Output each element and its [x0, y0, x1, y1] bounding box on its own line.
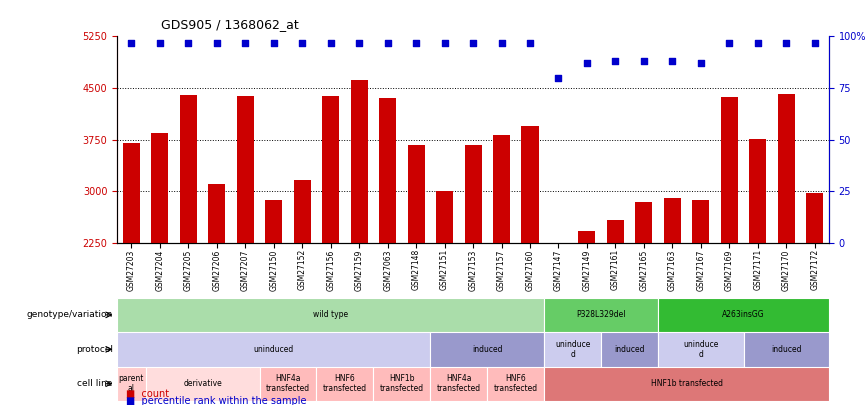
Point [694, 60, 707, 66]
Text: derivative: derivative [183, 379, 222, 388]
Point [751, 39, 765, 46]
Point [637, 58, 651, 64]
Point [551, 75, 565, 81]
Bar [607, 220, 624, 243]
Text: uninduce
d: uninduce d [683, 340, 719, 359]
Point [210, 39, 224, 46]
Bar [544, 332, 602, 367]
Bar [544, 298, 658, 332]
Text: P328L329del: P328L329del [576, 310, 626, 320]
Bar [208, 185, 226, 243]
Bar [778, 94, 795, 243]
Bar [550, 243, 567, 245]
Text: uninduced: uninduced [253, 345, 294, 354]
Bar [522, 126, 538, 243]
Text: genotype/variation: genotype/variation [27, 310, 113, 320]
Point [153, 39, 167, 46]
Bar [322, 96, 339, 243]
Text: HNF1b transfected: HNF1b transfected [651, 379, 722, 388]
Text: protocol: protocol [76, 345, 113, 354]
Bar [146, 367, 260, 401]
Bar [117, 332, 431, 367]
Point [181, 39, 195, 46]
Point [239, 39, 253, 46]
Point [495, 39, 509, 46]
Bar [693, 200, 709, 243]
Point [722, 39, 736, 46]
Bar [602, 332, 658, 367]
Bar [260, 367, 317, 401]
Bar [351, 80, 368, 243]
Bar [117, 298, 544, 332]
Text: ■  count: ■ count [126, 389, 169, 399]
Text: HNF6
transfected: HNF6 transfected [494, 374, 538, 393]
Bar [658, 298, 829, 332]
Text: induced: induced [615, 345, 645, 354]
Point [124, 39, 138, 46]
Bar [464, 145, 482, 243]
Point [266, 39, 280, 46]
Text: A263insGG: A263insGG [722, 310, 765, 320]
Text: wild type: wild type [313, 310, 348, 320]
Text: HNF4a
transfected: HNF4a transfected [437, 374, 481, 393]
Point [523, 39, 537, 46]
Point [608, 58, 622, 64]
Bar [237, 96, 253, 243]
Point [808, 39, 822, 46]
Bar [117, 367, 146, 401]
Text: HNF4a
transfected: HNF4a transfected [266, 374, 310, 393]
Text: uninduce
d: uninduce d [555, 340, 590, 359]
Bar [293, 180, 311, 243]
Bar [658, 332, 744, 367]
Text: parent
al: parent al [119, 374, 144, 393]
Point [580, 60, 594, 66]
Point [381, 39, 395, 46]
Point [295, 39, 309, 46]
Bar [151, 133, 168, 243]
Bar [544, 367, 829, 401]
Text: induced: induced [472, 345, 503, 354]
Point [352, 39, 366, 46]
Bar [373, 367, 431, 401]
Bar [664, 198, 681, 243]
Text: ■  percentile rank within the sample: ■ percentile rank within the sample [126, 396, 306, 405]
Bar [317, 367, 373, 401]
Bar [635, 202, 653, 243]
Bar [431, 332, 544, 367]
Bar [436, 192, 453, 243]
Text: induced: induced [771, 345, 801, 354]
Point [437, 39, 451, 46]
Text: cell line: cell line [77, 379, 113, 388]
Bar [379, 98, 396, 243]
Bar [578, 230, 595, 243]
Bar [720, 97, 738, 243]
Point [324, 39, 338, 46]
Point [666, 58, 680, 64]
Bar [408, 145, 424, 243]
Text: HNF6
transfected: HNF6 transfected [323, 374, 367, 393]
Point [466, 39, 480, 46]
Bar [180, 95, 197, 243]
Bar [431, 367, 487, 401]
Point [779, 39, 793, 46]
Text: HNF1b
transfected: HNF1b transfected [380, 374, 424, 393]
Bar [123, 143, 140, 243]
Bar [806, 193, 823, 243]
Bar [744, 332, 829, 367]
Bar [266, 200, 282, 243]
Bar [487, 367, 544, 401]
Text: GDS905 / 1368062_at: GDS905 / 1368062_at [161, 18, 299, 31]
Bar [749, 139, 766, 243]
Point [409, 39, 423, 46]
Bar [493, 135, 510, 243]
